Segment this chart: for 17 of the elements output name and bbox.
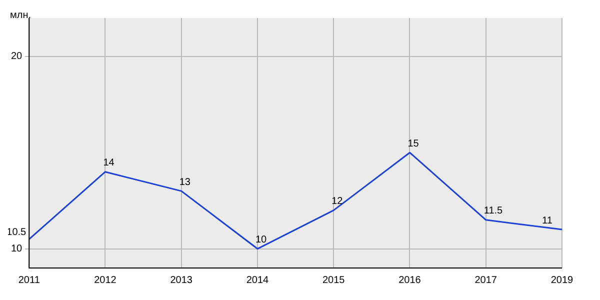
data-label: 15 <box>408 138 420 150</box>
y-axis-title: млн. <box>10 10 32 21</box>
data-label: 14 <box>103 158 115 169</box>
x-tick-label: 2019 <box>550 274 574 286</box>
y-tick-label: 20 <box>11 51 23 62</box>
x-tick-label: 2011 <box>18 274 40 286</box>
x-tick-label: 2016 <box>398 274 422 286</box>
x-tick-label: 2015 <box>322 274 346 286</box>
x-tick-label: 2012 <box>94 274 117 286</box>
data-label: 11 <box>542 215 553 226</box>
data-label: 11.5 <box>484 206 504 217</box>
x-tick-label: 2013 <box>170 274 193 286</box>
data-label: 12 <box>332 196 344 208</box>
data-label: 10 <box>256 234 268 246</box>
x-tick-label: 2017 <box>474 274 498 286</box>
data-label: 13 <box>179 176 191 188</box>
x-tick-label: 2014 <box>246 274 270 286</box>
